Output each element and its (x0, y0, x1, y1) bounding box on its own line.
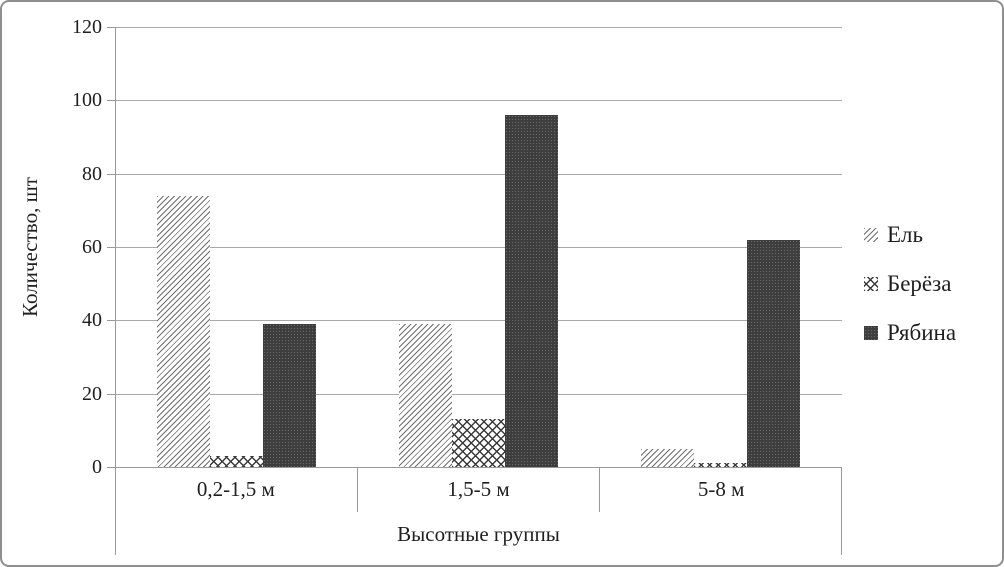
bar-el (156, 195, 210, 467)
y-tick-label: 60 (82, 236, 102, 258)
legend-swatch-diagonal-hatch-icon (864, 227, 878, 242)
bar-groups (115, 27, 842, 467)
plot-area (115, 27, 842, 467)
y-tick-label: 100 (72, 89, 102, 111)
category-label: 5-8 м (697, 477, 745, 501)
bar-group-1 (357, 27, 599, 467)
legend-item-ryabina: Рябина (864, 321, 956, 344)
y-tick-label: 20 (82, 383, 102, 405)
category-axis-right-edge (841, 467, 842, 555)
bar-ryabina (262, 324, 316, 467)
bar-bereza (451, 419, 505, 467)
bar-ryabina (504, 115, 558, 467)
y-tick-mark (107, 467, 115, 468)
legend-swatch-diamond-crosshatch-icon (864, 276, 878, 291)
legend-label: Берёза (887, 271, 952, 296)
gridline (115, 320, 842, 322)
bar-el (398, 324, 452, 467)
category-label: 0,2-1,5 м (115, 467, 358, 512)
y-tick-label: 120 (72, 16, 102, 38)
y-tick-label: 0 (92, 456, 102, 478)
y-tick-mark (107, 174, 115, 175)
y-tick-mark (107, 27, 115, 28)
bar-bereza (694, 463, 748, 467)
y-tick-mark (107, 320, 115, 321)
y-tick-label: 40 (82, 309, 102, 331)
gridline (115, 27, 842, 28)
y-tick-mark (107, 394, 115, 395)
y-tick-mark (107, 247, 115, 248)
bar-group-0 (115, 27, 357, 467)
legend-label: Рябина (887, 320, 957, 345)
y-tick-label: 80 (82, 163, 102, 185)
category-band: 0,2-1,5 м 1,5-5 м 5-8 м (115, 467, 842, 512)
x-axis-line (115, 467, 842, 468)
gridline (115, 173, 842, 175)
bar-group-2 (600, 27, 842, 467)
bar-bereza (209, 456, 263, 467)
legend-swatch-solid-dark-icon (864, 325, 878, 340)
gridline (115, 247, 842, 248)
y-tick-mark (107, 100, 115, 101)
x-axis-title: Высотные группы (397, 522, 560, 546)
gridline (115, 393, 842, 395)
gridline (115, 100, 842, 102)
bar-el (641, 448, 695, 467)
legend-item-el: Ель (864, 223, 956, 246)
legend-label: Ель (887, 222, 924, 247)
bar-ryabina (747, 239, 801, 467)
legend-item-bereza: Берёза (864, 272, 956, 295)
y-axis-line (115, 27, 116, 555)
legend: Ель Берёза Рябина (864, 223, 956, 344)
category-label: 1,5-5 м (358, 467, 601, 512)
